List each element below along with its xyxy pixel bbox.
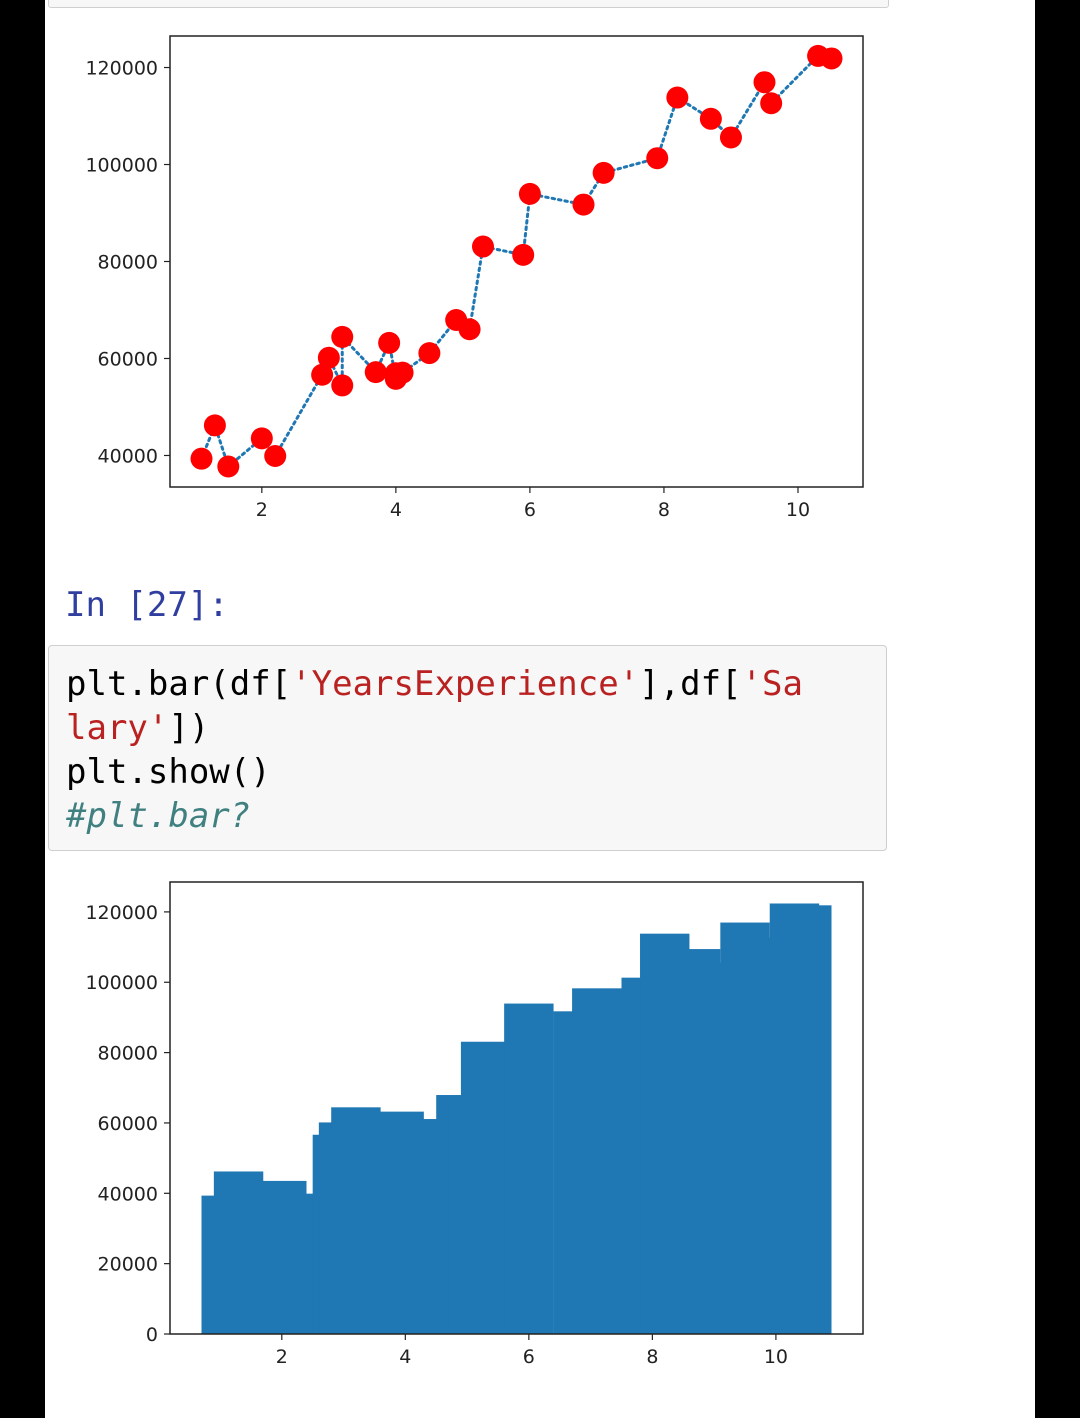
y-tick-label: 40000	[98, 445, 158, 467]
data-point	[264, 445, 287, 468]
code-line: plt.show()	[66, 750, 803, 794]
input-prompt: In [27]:	[65, 585, 229, 625]
y-tick-label: 0	[146, 1324, 158, 1346]
x-tick-label: 10	[786, 499, 810, 521]
code-cell[interactable]: plt.bar(df['YearsExperience'],df['Sa lary…	[48, 645, 887, 851]
code-string-token: lary'	[66, 708, 169, 748]
data-point	[699, 107, 722, 130]
data-point	[820, 47, 843, 70]
y-tick-label: 40000	[98, 1183, 158, 1205]
data-point	[250, 427, 273, 450]
y-tick-label: 120000	[85, 902, 158, 924]
data-point	[512, 243, 535, 266]
data-point	[719, 126, 742, 149]
data-point	[418, 342, 441, 365]
data-point	[760, 92, 783, 115]
code-token: ],df[	[639, 664, 742, 704]
code-comment-token: #plt.bar?	[66, 796, 251, 836]
y-tick-label: 120000	[85, 58, 158, 80]
data-point	[391, 361, 414, 384]
bar	[726, 937, 776, 1334]
data-point	[190, 447, 213, 470]
plot-frame	[169, 881, 864, 1335]
data-point	[378, 331, 401, 354]
code-editor[interactable]: plt.bar(df['YearsExperience'],df['Sa lary…	[66, 662, 803, 838]
code-token: plt.bar(df[	[66, 664, 292, 704]
data-point	[471, 235, 494, 258]
y-tick-label: 80000	[98, 1043, 158, 1065]
code-line: lary'])	[66, 706, 803, 750]
plot-frame	[169, 35, 864, 488]
data-point	[518, 182, 541, 205]
data-point	[311, 363, 334, 386]
data-point	[458, 318, 481, 341]
y-tick-label: 20000	[98, 1254, 158, 1276]
code-string-token: 'Sa	[741, 664, 803, 704]
previous-code-cell[interactable]	[48, 0, 889, 8]
bar	[504, 1003, 554, 1334]
x-tick-label: 4	[390, 499, 402, 521]
y-tick-label: 60000	[98, 348, 158, 370]
scatter-plot: 2 4 6 8 10 40000 60000 80000 100000 120000	[85, 35, 864, 521]
x-tick-label: 4	[399, 1346, 411, 1368]
y-tick-label: 80000	[98, 252, 158, 274]
data-point	[203, 414, 226, 437]
x-tick-label: 6	[523, 1346, 535, 1368]
y-tick-label: 100000	[85, 972, 158, 994]
bar	[782, 905, 832, 1334]
x-tick-label: 8	[658, 499, 670, 521]
data-point	[666, 86, 689, 109]
data-point	[331, 374, 354, 397]
data-point	[572, 193, 595, 216]
x-tick-label: 10	[764, 1346, 788, 1368]
x-tick-label: 6	[524, 499, 536, 521]
code-string-token: 'YearsExperience'	[291, 664, 640, 704]
y-tick-label: 100000	[85, 155, 158, 177]
y-tick-label: 60000	[98, 1113, 158, 1135]
code-line: plt.bar(df['YearsExperience'],df['Sa	[66, 662, 803, 706]
x-tick-label: 8	[646, 1346, 658, 1368]
data-point	[331, 325, 354, 348]
bar	[269, 1193, 319, 1334]
bar-plot: 2 4 6 8 10 0 20000 40000 60000 80000 100000 120000	[85, 881, 864, 1368]
x-tick-label: 2	[276, 1346, 288, 1368]
data-point	[592, 161, 615, 184]
data-point	[217, 455, 240, 478]
bar	[572, 988, 622, 1334]
code-token: plt.show()	[66, 752, 271, 792]
x-tick-label: 2	[256, 499, 268, 521]
notebook-page: 2 4 6 8 10 40000 60000 80000 100000 120000 In [27…	[45, 0, 1035, 1418]
code-line: #plt.bar?	[66, 794, 803, 838]
data-point	[753, 71, 776, 94]
data-point	[317, 346, 340, 369]
data-point	[364, 361, 387, 384]
code-token: ])	[168, 708, 210, 748]
data-point	[646, 147, 669, 170]
